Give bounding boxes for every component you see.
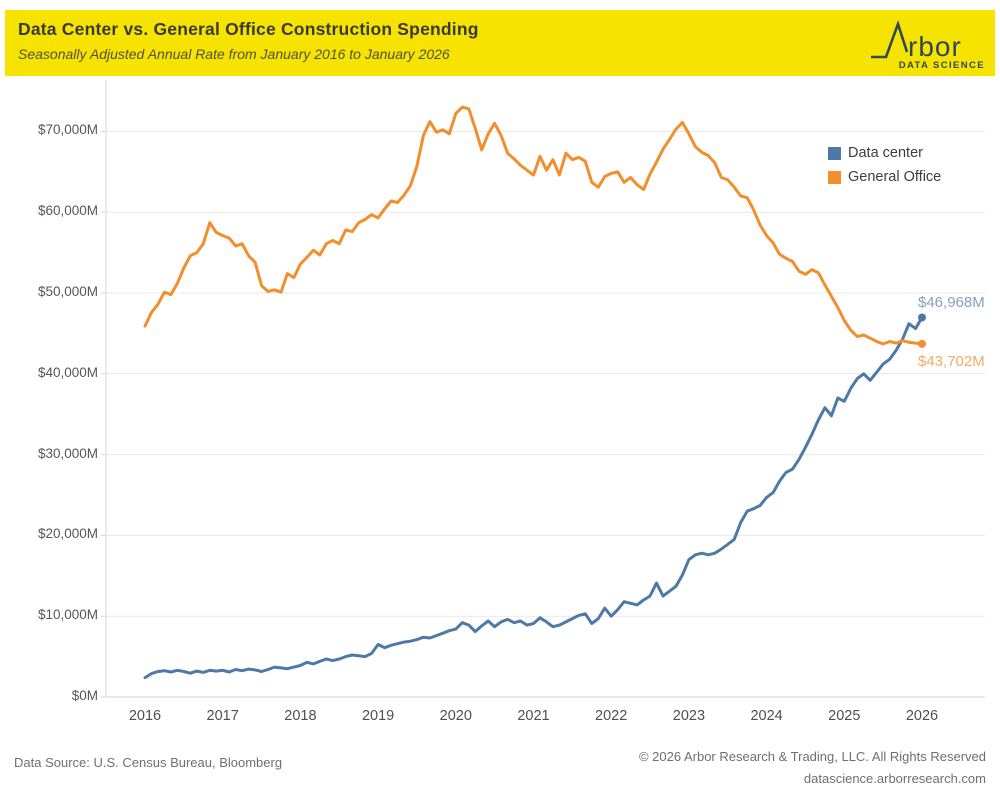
legend-label: Data center (848, 145, 923, 161)
arbor-logo-peak-icon (871, 19, 909, 59)
website-text: datascience.arborresearch.com (803, 771, 986, 786)
legend-swatch-icon (828, 170, 841, 184)
y-axis-label: $20,000M (37, 526, 98, 542)
footer-credits: © 2026 Arbor Research & Trading, LLC. Al… (639, 746, 986, 790)
x-axis-label: 2024 (750, 708, 783, 724)
x-axis-label: 2022 (595, 708, 628, 724)
x-axis-label: 2021 (517, 708, 550, 724)
arbor-logo-wordmark: rbor (908, 31, 962, 62)
legend-item: General Office (828, 165, 941, 189)
page-title: Data Center vs. General Office Construct… (18, 19, 479, 39)
arbor-logo: rbor DATA SCIENCE (871, 19, 985, 71)
y-axis-label: $60,000M (37, 203, 98, 219)
y-axis-label: $50,000M (37, 284, 98, 299)
y-axis-label: $0M (71, 688, 98, 703)
general-office-line (143, 105, 924, 346)
x-axis-label: 2018 (284, 708, 317, 724)
header-banner: Data Center vs. General Office Construct… (5, 10, 995, 76)
x-axis-label: 2019 (361, 708, 395, 724)
x-axis-label: 2026 (905, 708, 939, 724)
x-axis-label: 2017 (206, 708, 239, 724)
page-subtitle: Seasonally Adjusted Annual Rate from Jan… (18, 46, 450, 62)
x-axis-label: 2020 (439, 708, 472, 724)
x-axis-label: 2023 (672, 708, 706, 724)
legend-label: General Office (848, 169, 942, 185)
y-axis-label: $10,000M (37, 607, 98, 623)
chart-legend: Data center General Office (828, 141, 941, 189)
y-axis-label: $40,000M (37, 364, 98, 380)
arbor-logo-tagline: DATA SCIENCE (899, 60, 985, 71)
data-center-end-value: $46,968M (918, 294, 985, 312)
copyright-text: © 2026 Arbor Research & Trading, LLC. Al… (638, 749, 986, 764)
y-axis-label: $70,000M (37, 122, 98, 138)
legend-item: Data center (828, 141, 941, 165)
general-office-end-dot (918, 339, 926, 348)
data-center-line (143, 316, 924, 680)
data-source-note: Data Source: U.S. Census Bureau, Bloombe… (14, 755, 283, 770)
x-axis-label: 2025 (828, 708, 861, 724)
y-axis-label: $30,000M (37, 445, 98, 461)
x-axis-label: 2016 (128, 708, 162, 724)
legend-swatch-icon (828, 146, 841, 160)
general-office-end-value: $43,702M (918, 352, 985, 370)
data-center-end-dot (918, 313, 926, 322)
